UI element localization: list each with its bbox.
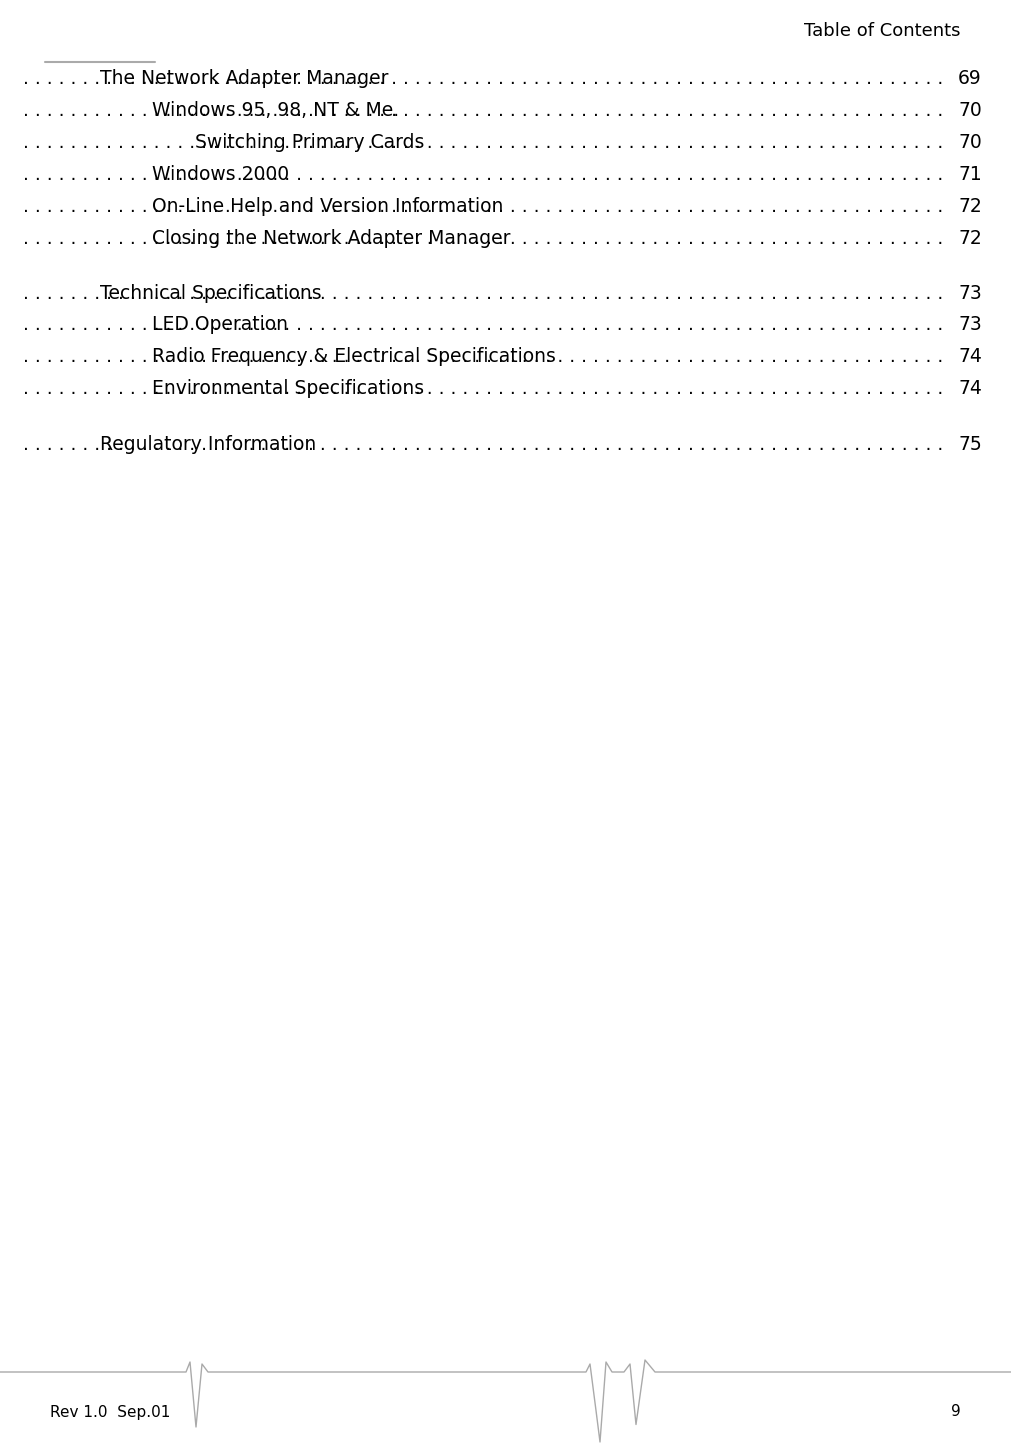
Text: . . . . . . . . . . . . . . . . . . . . . . . . . . . . . . . . . . . . . . . . : . . . . . . . . . . . . . . . . . . . . … — [23, 347, 943, 366]
Text: 74: 74 — [958, 347, 982, 366]
Text: . . . . . . . . . . . . . . . . . . . . . . . . . . . . . . . . . . . . . . . . : . . . . . . . . . . . . . . . . . . . . … — [23, 197, 943, 215]
Text: LED Operation: LED Operation — [152, 315, 288, 334]
Text: Rev 1.0  Sep.01: Rev 1.0 Sep.01 — [50, 1404, 171, 1420]
Text: The Network Adapter Manager: The Network Adapter Manager — [100, 68, 388, 88]
Text: Technical Specifications: Technical Specifications — [100, 283, 321, 302]
Text: 73: 73 — [958, 283, 982, 302]
Text: 69: 69 — [958, 68, 982, 88]
Text: 73: 73 — [958, 315, 982, 334]
Text: Table of Contents: Table of Contents — [805, 22, 961, 40]
Text: 75: 75 — [958, 434, 982, 454]
Text: 72: 72 — [958, 228, 982, 247]
Text: Regulatory Information: Regulatory Information — [100, 434, 316, 454]
Text: . . . . . . . . . . . . . . . . . . . . . . . . . . . . . . . . . . . . . . . . : . . . . . . . . . . . . . . . . . . . . … — [23, 379, 943, 399]
Text: . . . . . . . . . . . . . . . . . . . . . . . . . . . . . . . . . . . . . . . . : . . . . . . . . . . . . . . . . . . . . … — [23, 228, 943, 247]
Text: . . . . . . . . . . . . . . . . . . . . . . . . . . . . . . . . . . . . . . . . : . . . . . . . . . . . . . . . . . . . . … — [23, 101, 943, 120]
Text: 72: 72 — [958, 197, 982, 215]
Text: Closing the Network Adapter Manager: Closing the Network Adapter Manager — [152, 228, 511, 247]
Text: Windows 95, 98, NT & Me.: Windows 95, 98, NT & Me. — [152, 101, 399, 120]
Text: On-Line Help and Version Information: On-Line Help and Version Information — [152, 197, 503, 215]
Text: 70: 70 — [958, 101, 982, 120]
Text: . . . . . . . . . . . . . . . . . . . . . . . . . . . . . . . . . . . . . . . . : . . . . . . . . . . . . . . . . . . . . … — [23, 283, 943, 302]
Text: . . . . . . . . . . . . . . . . . . . . . . . . . . . . . . . . . . . . . . . . : . . . . . . . . . . . . . . . . . . . . … — [23, 68, 943, 88]
Text: Radio Frequency & Electrical Specifications: Radio Frequency & Electrical Specificati… — [152, 347, 556, 366]
Text: Windows 2000: Windows 2000 — [152, 165, 289, 184]
Text: . . . . . . . . . . . . . . . . . . . . . . . . . . . . . . . . . . . . . . . . : . . . . . . . . . . . . . . . . . . . . … — [23, 133, 943, 152]
Text: Switching Primary Cards: Switching Primary Cards — [195, 133, 425, 152]
Text: Environmental Specifications: Environmental Specifications — [152, 379, 425, 399]
Text: . . . . . . . . . . . . . . . . . . . . . . . . . . . . . . . . . . . . . . . . : . . . . . . . . . . . . . . . . . . . . … — [23, 434, 943, 454]
Text: 71: 71 — [958, 165, 982, 184]
Text: . . . . . . . . . . . . . . . . . . . . . . . . . . . . . . . . . . . . . . . . : . . . . . . . . . . . . . . . . . . . . … — [23, 165, 943, 184]
Text: 9: 9 — [951, 1404, 961, 1420]
Text: . . . . . . . . . . . . . . . . . . . . . . . . . . . . . . . . . . . . . . . . : . . . . . . . . . . . . . . . . . . . . … — [23, 315, 943, 334]
Text: 74: 74 — [958, 379, 982, 399]
Text: 70: 70 — [958, 133, 982, 152]
